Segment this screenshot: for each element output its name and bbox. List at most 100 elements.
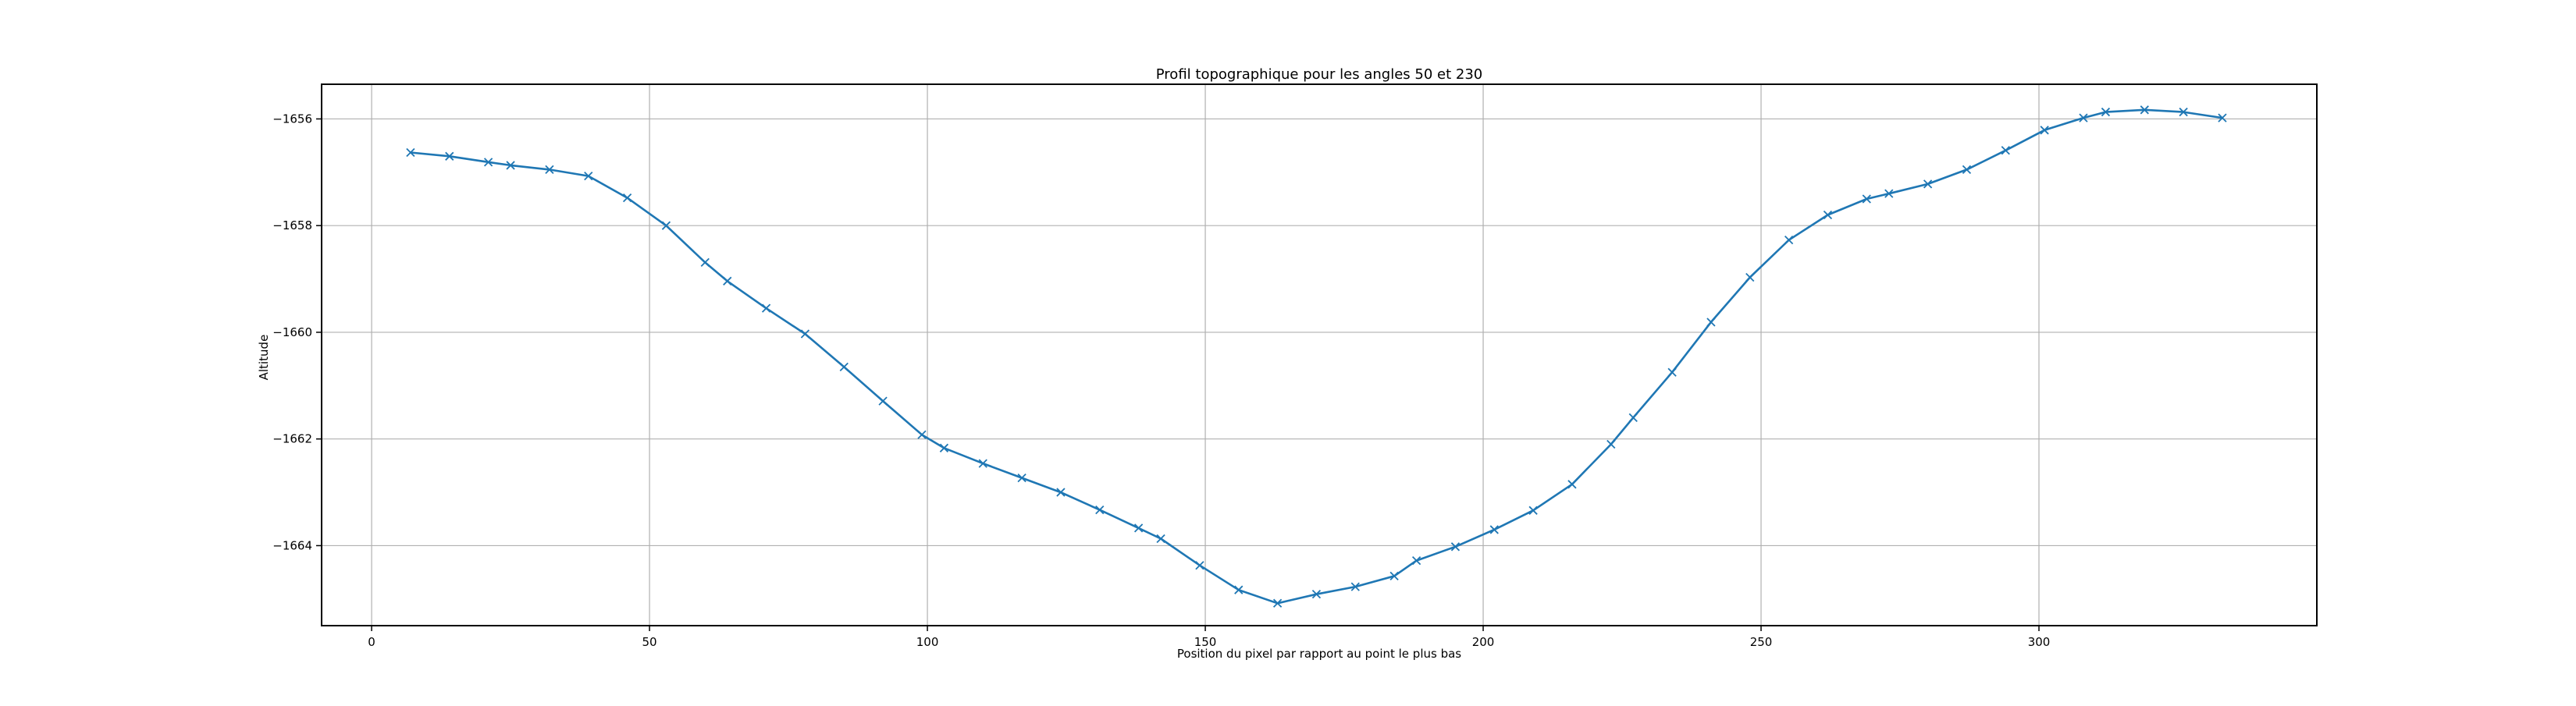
data-point-marker (483, 158, 493, 167)
data-point-marker (1667, 367, 1677, 377)
y-tick-label: −1660 (272, 325, 312, 339)
marker-stroke (2101, 107, 2111, 117)
y-axis-label: Altitude (257, 335, 271, 381)
data-point-marker (1823, 210, 1833, 220)
marker-stroke (2179, 107, 2188, 117)
marker-stroke (1411, 555, 1421, 566)
marker-stroke (1156, 534, 1165, 544)
data-point-marker (661, 221, 671, 230)
marker-stroke (1606, 439, 1616, 449)
marker-stroke (978, 459, 987, 468)
data-point-marker (1133, 523, 1144, 533)
marker-stroke (939, 443, 949, 452)
marker-stroke (723, 276, 732, 286)
marker-stroke (1450, 542, 1461, 552)
data-point-marker (1350, 582, 1360, 591)
data-point-marker (1606, 439, 1616, 449)
data-point-marker (2140, 105, 2149, 115)
data-point-marker (584, 171, 593, 181)
data-point-marker (1411, 555, 1421, 566)
data-point-marker (1272, 598, 1283, 608)
data-point-marker (622, 193, 632, 203)
y-tick-label: −1662 (272, 432, 312, 446)
marker-stroke (1528, 506, 1538, 515)
marker-stroke (1389, 571, 1399, 581)
marker-stroke (445, 151, 454, 161)
y-tick-label: −1664 (272, 538, 312, 552)
marker-stroke (1489, 525, 1499, 534)
data-point-marker (1745, 272, 1755, 282)
marker-stroke (1056, 488, 1066, 497)
data-point-marker (506, 161, 515, 170)
data-point-marker (1017, 473, 1026, 483)
data-point-marker (1784, 236, 1794, 245)
marker-stroke (406, 147, 415, 158)
marker-stroke (800, 329, 810, 339)
marker-stroke (545, 165, 554, 175)
axes-frame (321, 83, 2318, 626)
data-point-marker (2001, 146, 2010, 155)
marker-stroke (1962, 165, 1972, 175)
marker-stroke (2218, 113, 2227, 122)
data-point-marker (1489, 525, 1499, 534)
x-axis-label: Position du pixel par rapport au point l… (1177, 647, 1461, 661)
marker-stroke (622, 193, 632, 203)
marker-stroke (1311, 590, 1322, 599)
marker-stroke (2079, 113, 2088, 122)
data-point-marker (939, 443, 949, 452)
chart-title: Profil topographique pour les angles 50 … (1156, 66, 1482, 83)
marker-stroke (1234, 585, 1244, 594)
data-point-marker (1923, 179, 1933, 189)
x-tick-label: 250 (1750, 635, 1773, 649)
data-point-marker (1706, 318, 1716, 327)
marker-stroke (2040, 126, 2049, 135)
marker-stroke (1923, 179, 1933, 189)
data-point-marker (723, 276, 732, 286)
marker-stroke (2140, 105, 2149, 115)
marker-stroke (917, 430, 927, 439)
marker-stroke (878, 396, 888, 406)
marker-stroke (1133, 523, 1144, 533)
data-point-marker (878, 396, 888, 406)
marker-stroke (661, 221, 671, 230)
x-tick-label: 0 (368, 635, 375, 649)
marker-stroke (1862, 194, 1871, 204)
data-point-marker (761, 303, 771, 313)
data-point-marker (2101, 107, 2111, 117)
data-point-marker (978, 459, 987, 468)
marker-stroke (1784, 236, 1794, 245)
marker-stroke (1350, 582, 1360, 591)
marker-stroke (483, 158, 493, 167)
data-point-marker (1628, 413, 1638, 422)
marker-stroke (1017, 473, 1026, 483)
data-point-marker (1862, 194, 1871, 204)
data-point-marker (1962, 165, 1972, 175)
series-line (410, 108, 2223, 605)
data-point-marker (2218, 113, 2227, 122)
x-tick-label: 200 (1472, 635, 1495, 649)
marker-stroke (839, 362, 849, 372)
data-point-marker (917, 430, 927, 439)
data-point-marker (1056, 488, 1066, 497)
x-tick-label: 100 (916, 635, 939, 649)
data-point-marker (1528, 506, 1538, 515)
data-point-marker (1311, 590, 1322, 599)
y-tick-label: −1658 (272, 218, 312, 232)
marker-stroke (1706, 318, 1716, 327)
ticks: 0 50 100 150 200 250 300 −1656 −1658 −1660 −1662 −1… (272, 112, 2050, 649)
y-tick-label: −1656 (272, 112, 312, 126)
data-point-marker (1156, 534, 1165, 544)
marker-stroke (1823, 210, 1833, 220)
marker-stroke (1095, 505, 1105, 515)
marker-stroke (1628, 413, 1638, 422)
data-point-marker (406, 147, 415, 158)
marker-stroke (700, 257, 710, 268)
data-point-marker (445, 151, 454, 161)
marker-stroke (1884, 189, 1894, 198)
data-point-marker (1195, 561, 1204, 570)
data-point-marker (1567, 480, 1577, 489)
x-tick-label: 150 (1194, 635, 1217, 649)
data-point-marker (1450, 542, 1461, 552)
